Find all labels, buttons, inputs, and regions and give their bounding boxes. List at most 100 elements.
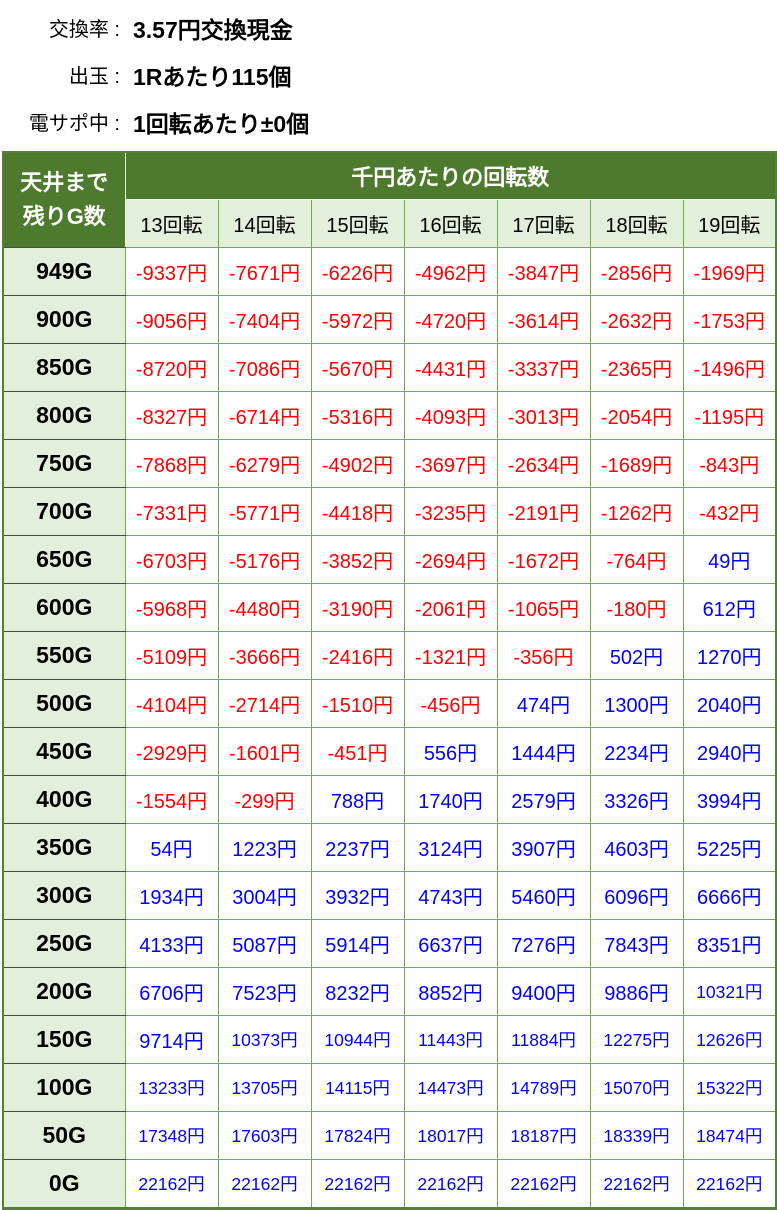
value-cell: -4431円 — [403, 343, 498, 392]
value-cell: 22162円 — [310, 1159, 405, 1209]
row-label: 100G — [2, 1063, 126, 1112]
value-cell: 22162円 — [403, 1159, 498, 1209]
value-cell: -5176円 — [217, 535, 312, 584]
table-row: 200G 6706円 7523円 8232円 8852円 9400円 9886円 10321円 — [2, 967, 777, 1016]
value-cell: 22162円 — [217, 1159, 312, 1209]
value-cell: 502円 — [589, 631, 684, 680]
value-cell: -7404円 — [217, 295, 312, 344]
table-row: 750G -7868円 -6279円 -4902円 -3697円 -2634円 -1689円… — [2, 439, 777, 488]
value-cell: 556円 — [403, 727, 498, 776]
value-cell: -3614円 — [496, 295, 591, 344]
row-label: 400G — [2, 775, 126, 824]
value-cell: 7523円 — [217, 967, 312, 1016]
value-cell: 9400円 — [496, 967, 591, 1016]
value-cell: -3852円 — [310, 535, 405, 584]
value-cell: 22162円 — [589, 1159, 684, 1209]
corner-header: 天井まで 残りG数 — [2, 151, 126, 248]
value-cell: 15070円 — [589, 1063, 684, 1112]
value-cell: 49円 — [682, 535, 777, 584]
value-cell: 474円 — [496, 679, 591, 728]
column-header: 15回転 — [310, 199, 405, 248]
value-cell: -356円 — [496, 631, 591, 680]
corner-header-line1: 天井まで — [20, 169, 109, 195]
value-cell: -1321円 — [403, 631, 498, 680]
row-label: 900G — [2, 295, 126, 344]
value-cell: 788円 — [310, 775, 405, 824]
value-cell: 17348円 — [124, 1111, 219, 1160]
value-cell: 9886円 — [589, 967, 684, 1016]
table-row: 550G -5109円 -3666円 -2416円 -1321円 -356円 502円 127… — [2, 631, 777, 680]
value-cell: -4720円 — [403, 295, 498, 344]
value-cell: 3932円 — [310, 871, 405, 920]
value-cell: -1496円 — [682, 343, 777, 392]
value-cell: -451円 — [310, 727, 405, 776]
value-cell: 11884円 — [496, 1015, 591, 1064]
row-label: 850G — [2, 343, 126, 392]
value-cell: -2634円 — [496, 439, 591, 488]
payout-value: 1Rあたり115個 — [133, 63, 292, 90]
value-cell: -7086円 — [217, 343, 312, 392]
value-cell: 14473円 — [403, 1063, 498, 1112]
table-row: 350G 54円 1223円 2237円 3124円 3907円 4603円 5225円 — [2, 823, 777, 872]
value-cell: -6714円 — [217, 391, 312, 440]
value-cell: 22162円 — [496, 1159, 591, 1209]
machine-info-block: 交換率 : 3.57円交換現金 出玉 : 1Rあたり115個 電サポ中 : 1回… — [0, 0, 777, 151]
row-label: 450G — [2, 727, 126, 776]
value-cell: 6096円 — [589, 871, 684, 920]
table-row: 0G 22162円 22162円 22162円 22162円 22162円 22162円 22… — [2, 1159, 777, 1209]
value-cell: 6637円 — [403, 919, 498, 968]
value-cell: -7331円 — [124, 487, 219, 536]
value-cell: 17603円 — [217, 1111, 312, 1160]
value-cell: 12626円 — [682, 1015, 777, 1064]
value-cell: -1262円 — [589, 487, 684, 536]
row-label: 150G — [2, 1015, 126, 1064]
value-cell: -2191円 — [496, 487, 591, 536]
table-row: 700G -7331円 -5771円 -4418円 -3235円 -2191円 -1262円… — [2, 487, 777, 536]
ev-table-body: 949G -9337円 -7671円 -6226円 -4962円 -3847円 -2856円… — [2, 247, 777, 1209]
value-cell: -2416円 — [310, 631, 405, 680]
column-header: 14回転 — [217, 199, 312, 248]
value-cell: -2714円 — [217, 679, 312, 728]
value-cell: 17824円 — [310, 1111, 405, 1160]
column-header: 13回転 — [124, 199, 219, 248]
value-cell: 13233円 — [124, 1063, 219, 1112]
value-cell: -3190円 — [310, 583, 405, 632]
value-cell: 3994円 — [682, 775, 777, 824]
value-cell: -1601円 — [217, 727, 312, 776]
value-cell: -2694円 — [403, 535, 498, 584]
value-cell: -7868円 — [124, 439, 219, 488]
value-cell: 15322円 — [682, 1063, 777, 1112]
value-cell: -764円 — [589, 535, 684, 584]
value-cell: 9714円 — [124, 1015, 219, 1064]
value-cell: -1195円 — [682, 391, 777, 440]
exchange-rate-line: 交換率 : 3.57円交換現金 — [0, 4, 777, 51]
value-cell: -2365円 — [589, 343, 684, 392]
value-cell: 10944円 — [310, 1015, 405, 1064]
value-cell: 10321円 — [682, 967, 777, 1016]
densupport-value: 1回転あたり±0個 — [133, 110, 310, 137]
value-cell: -8327円 — [124, 391, 219, 440]
column-header: 19回転 — [682, 199, 777, 248]
value-cell: 2040円 — [682, 679, 777, 728]
value-cell: -843円 — [682, 439, 777, 488]
row-label: 700G — [2, 487, 126, 536]
column-header: 18回転 — [589, 199, 684, 248]
table-row: 400G -1554円 -299円 788円 1740円 2579円 3326円 3994円 — [2, 775, 777, 824]
value-cell: 7276円 — [496, 919, 591, 968]
value-cell: 3124円 — [403, 823, 498, 872]
value-cell: 8232円 — [310, 967, 405, 1016]
value-cell: 6706円 — [124, 967, 219, 1016]
table-row: 600G -5968円 -4480円 -3190円 -2061円 -1065円 -180円 6… — [2, 583, 777, 632]
expected-value-table: 天井まで 残りG数 千円あたりの回転数 13回転 14回転 15回転 16回転 17回転… — [2, 151, 777, 1210]
column-header-row: 13回転 14回転 15回転 16回転 17回転 18回転 19回転 — [3, 199, 777, 248]
value-cell: 8852円 — [403, 967, 498, 1016]
value-cell: 4603円 — [589, 823, 684, 872]
value-cell: 1300円 — [589, 679, 684, 728]
column-header: 16回転 — [403, 199, 498, 248]
row-label: 650G — [2, 535, 126, 584]
column-header: 17回転 — [496, 199, 591, 248]
value-cell: -6226円 — [310, 247, 405, 296]
corner-header-line2: 残りG数 — [22, 204, 106, 229]
value-cell: -3337円 — [496, 343, 591, 392]
value-cell: -3666円 — [217, 631, 312, 680]
